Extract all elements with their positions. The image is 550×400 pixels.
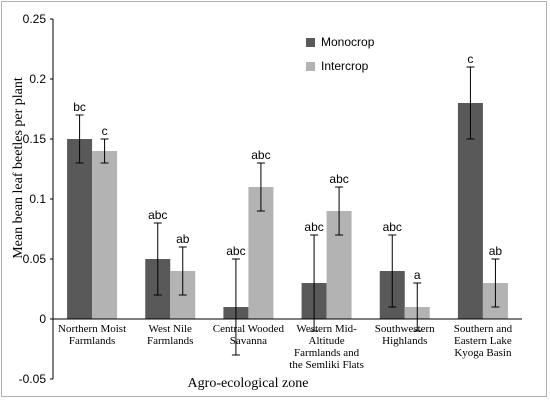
y-tick-label: 0.15 [23,132,47,146]
significance-label: abc [148,208,167,222]
significance-label: abc [251,148,270,162]
significance-label: c [102,124,108,138]
x-category-label-line: Eastern Lake [454,335,512,347]
x-category-label-line: West Nile [149,323,193,335]
axes [52,19,522,379]
y-tick-label: -0.05 [19,372,47,386]
x-category-label: Southwestern Highlands [375,323,435,347]
x-category-label-line: Western Mid- [296,323,357,335]
x-category-label: Western Mid-Altitude Farmlands and the Sem… [289,323,364,371]
x-category-label-line: Central Wooded [213,323,285,335]
x-category-label: Northern Moist Farmlands [58,323,126,347]
legend-swatch-intercrop [306,62,315,71]
x-category-label: Central Wooded Savanna [213,323,285,347]
x-category-label-line: Savanna [230,335,267,347]
significance-label: abc [226,244,245,258]
y-tick-label: 0.05 [23,252,47,266]
x-category-label-line: Farmlands [147,335,193,347]
significance-label: ab [176,232,190,246]
significance-label: abc [329,172,348,186]
significance-label: bc [73,100,86,114]
x-category-label-line: the Semliki Flats [289,359,364,371]
x-category-label-line: Highlands [382,335,427,347]
legend-label-monocrop: Monocrop [321,35,375,49]
x-category-label-line: Farmlands [69,335,115,347]
x-category-label: Southern and Eastern Lake Kyoga Basin [454,323,513,359]
legend: Monocrop Intercrop [306,35,375,73]
x-category-label-line: Southern and [454,323,513,335]
x-category-label-line: Farmlands and [294,347,360,359]
y-tick-label: 0.2 [29,72,46,86]
y-axis-label: Mean bean leaf beetles per plant [11,77,26,259]
x-category-label-line: Kyoga Basin [454,347,512,359]
y-tick-label: 0.25 [23,12,47,26]
y-tick-label: 0.1 [29,192,46,206]
significance-label: abc [383,220,402,234]
significance-label: abc [304,220,323,234]
legend-label-intercrop: Intercrop [321,59,369,73]
x-category-label-line: Southwestern [375,323,435,335]
significance-label: ab [489,244,503,258]
x-category-label-line: Northern Moist [58,323,126,335]
x-category-label: West Nile Farmlands [147,323,193,347]
significance-label: c [467,52,473,66]
x-axis-label: Agro-ecological zone [188,376,309,391]
bar-monocrop [67,139,93,319]
legend-swatch-monocrop [306,38,315,47]
y-tick-label: 0 [39,312,46,326]
y-axis: -0.05 0 0.05 0.1 0.15 0.2 0.25 [19,12,53,386]
significance-label: a [414,268,421,282]
x-category-label-line: Altitude [309,335,345,347]
bar-intercrop [92,151,118,319]
